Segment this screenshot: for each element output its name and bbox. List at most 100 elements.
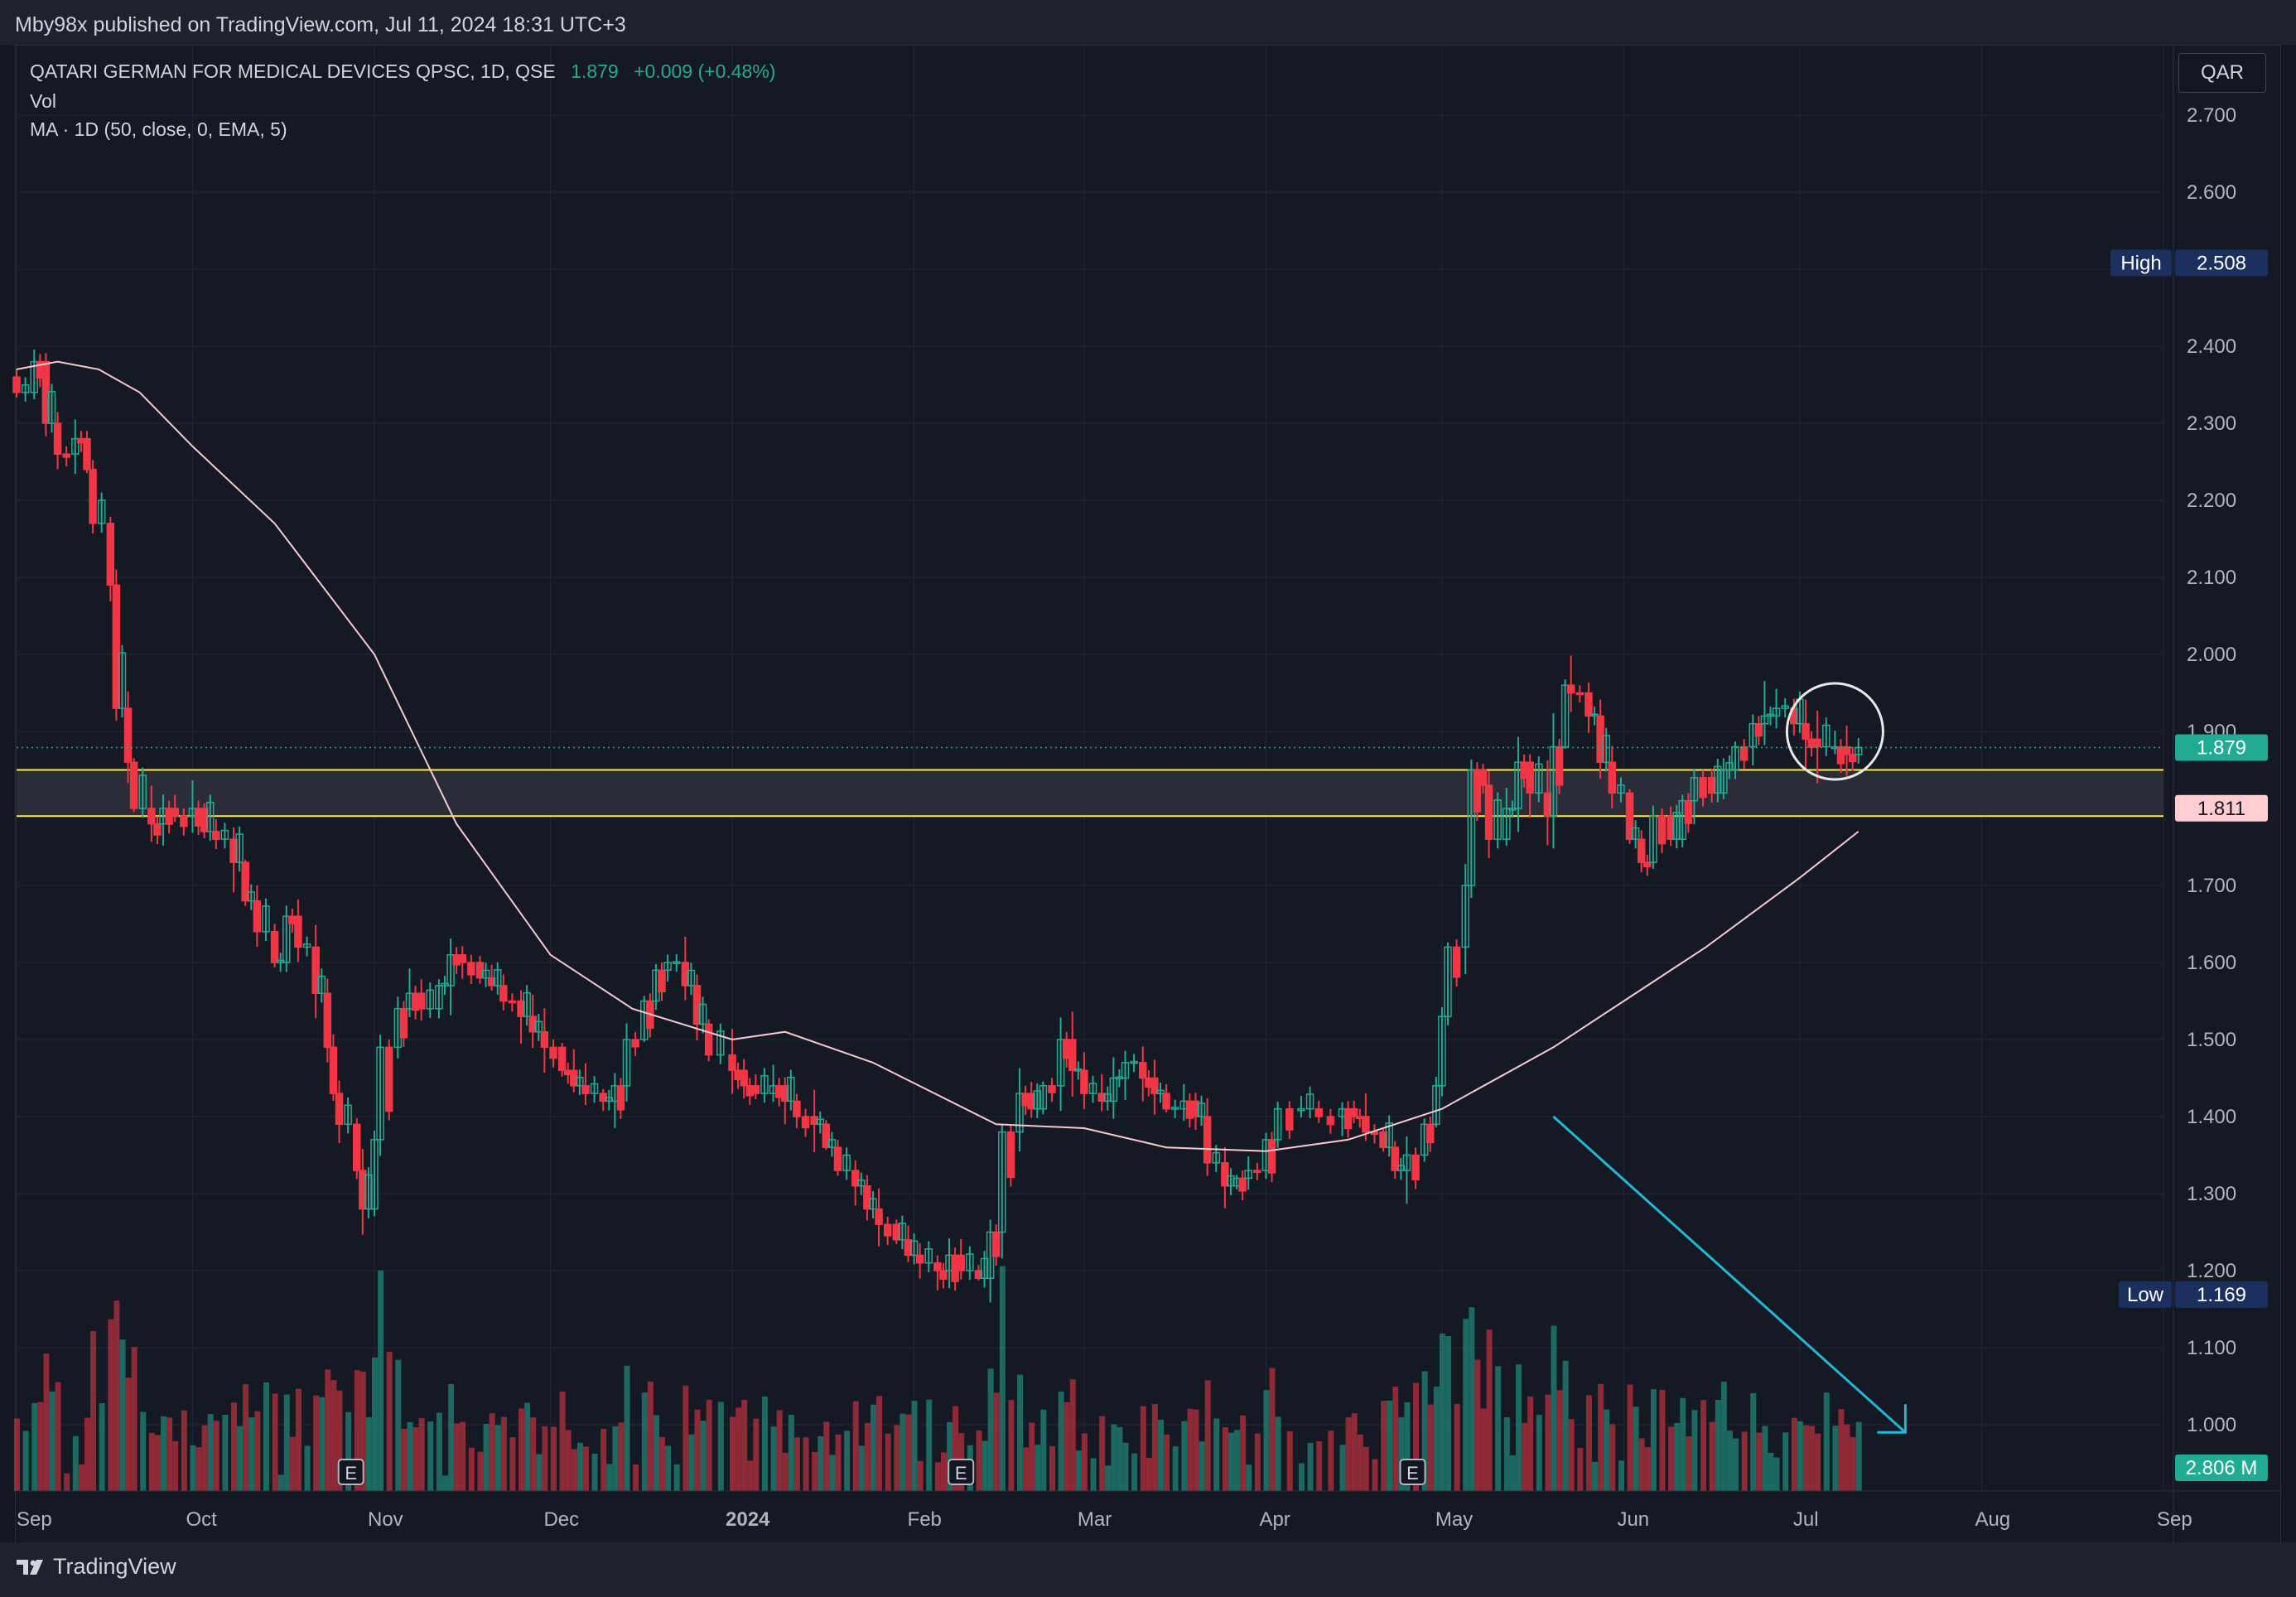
symbol-legend[interactable]: QATARI GERMAN FOR MEDICAL DEVICES QPSC, … (30, 60, 775, 83)
volume-bar (304, 1445, 311, 1491)
candle-body (1707, 777, 1716, 794)
candle-body (118, 652, 127, 709)
volume-bar (1372, 1459, 1378, 1491)
volume-bar (1421, 1371, 1428, 1491)
volume-bar (1363, 1446, 1369, 1491)
candle-body (1555, 745, 1564, 786)
candle-body (663, 962, 672, 972)
volume-bar (753, 1418, 760, 1491)
volume-bar (1058, 1391, 1064, 1491)
candle-body (1426, 1123, 1435, 1144)
volume-bar (1345, 1416, 1352, 1491)
candle-body (1535, 763, 1543, 794)
volume-bar (1832, 1426, 1839, 1491)
volume-bar (1838, 1409, 1845, 1491)
volume-bar (494, 1425, 501, 1491)
volume-bar (870, 1404, 876, 1491)
volume-bar (519, 1408, 525, 1491)
candle-body (446, 953, 455, 987)
candle-body (957, 1254, 965, 1271)
volume-bar (483, 1423, 490, 1491)
candle-body (1033, 1090, 1042, 1110)
volume-bar (530, 1417, 537, 1491)
candle-body (1156, 1089, 1165, 1094)
candle-body (1197, 1102, 1206, 1117)
candle-body (528, 1016, 537, 1033)
candle-body (1097, 1093, 1106, 1102)
candle-body (557, 1046, 567, 1071)
volume-bar (1797, 1421, 1803, 1491)
candle-body (441, 982, 449, 987)
candle-body (1822, 724, 1831, 748)
candle-body (687, 969, 696, 987)
volume-bar (313, 1395, 320, 1491)
volume-bar (736, 1407, 742, 1491)
price-tick-label: 1.500 (2187, 1029, 2236, 1051)
candle-body (129, 761, 138, 809)
candle-body (1391, 1146, 1400, 1171)
tradingview-logo[interactable]: TradingView (17, 1554, 176, 1580)
volume-bar (1844, 1424, 1850, 1491)
time-tick-label: Aug (1975, 1508, 2010, 1531)
candle-body (1739, 745, 1749, 761)
candle-body (1725, 762, 1734, 771)
ma-legend[interactable]: MA · 1D (50, close, 0, EMA, 5) (30, 118, 287, 141)
volume-bar (412, 1426, 419, 1491)
volume-bar (576, 1442, 583, 1491)
high-price-label-bg (2175, 249, 2268, 277)
volume-bar (565, 1430, 572, 1491)
candle-body (171, 808, 179, 818)
volume-bar (770, 1426, 777, 1491)
candle-body (1297, 1107, 1305, 1112)
volume-bar (113, 1300, 120, 1491)
candle-body (1402, 1154, 1411, 1171)
candle-body (1684, 799, 1693, 824)
candle-body (1514, 761, 1522, 809)
volume-bar (1803, 1425, 1809, 1491)
candle-body (1643, 861, 1652, 868)
volume-bar (231, 1402, 238, 1491)
tradingview-brand-text: TradingView (53, 1554, 176, 1579)
earnings-marker-label: E (345, 1463, 357, 1484)
price-tick-label: 1.300 (2187, 1183, 2236, 1205)
price-tick-label: 1.000 (2187, 1414, 2236, 1436)
volume-bar (1017, 1374, 1024, 1491)
candle-body (1221, 1162, 1229, 1187)
candle-body (467, 962, 475, 976)
candle-body (793, 1100, 801, 1117)
volume-bar (1644, 1447, 1651, 1491)
volume-bar (1855, 1421, 1862, 1491)
candle-body (220, 829, 229, 840)
volume-bar (254, 1411, 261, 1491)
candle-body (12, 376, 21, 393)
candle-body (1602, 735, 1610, 763)
volume-bar (987, 1368, 994, 1491)
volume-bar (237, 1426, 244, 1491)
volume-bar (1633, 1406, 1639, 1491)
candle-body (1720, 769, 1728, 794)
volume-bar (864, 1422, 871, 1491)
volume-bar (940, 1452, 947, 1491)
volume-bar (1157, 1419, 1164, 1491)
candle-body (875, 1208, 883, 1225)
candle-body (581, 1085, 590, 1094)
candle-body (282, 915, 291, 963)
price-tick-label: 2.400 (2187, 335, 2236, 358)
currency-button[interactable]: QAR (2178, 53, 2266, 93)
volume-bar (500, 1416, 507, 1491)
volume-bar (700, 1421, 707, 1491)
volume-bar (1199, 1441, 1205, 1491)
candle-body (898, 1223, 907, 1241)
candle-body (53, 422, 62, 455)
ma-value-label-bg (2175, 794, 2268, 822)
symbol-title: QATARI GERMAN FOR MEDICAL DEVICES QPSC, … (30, 60, 556, 82)
candle-body (1854, 746, 1863, 755)
volume-bar (876, 1396, 883, 1491)
candle-body (270, 931, 279, 963)
volume-legend[interactable]: Vol (30, 90, 56, 113)
time-tick-label: Sep (2157, 1508, 2192, 1531)
volume-bar (1715, 1399, 1721, 1491)
volume-bar (372, 1357, 378, 1491)
price-tick-label: 2.300 (2187, 413, 2236, 435)
